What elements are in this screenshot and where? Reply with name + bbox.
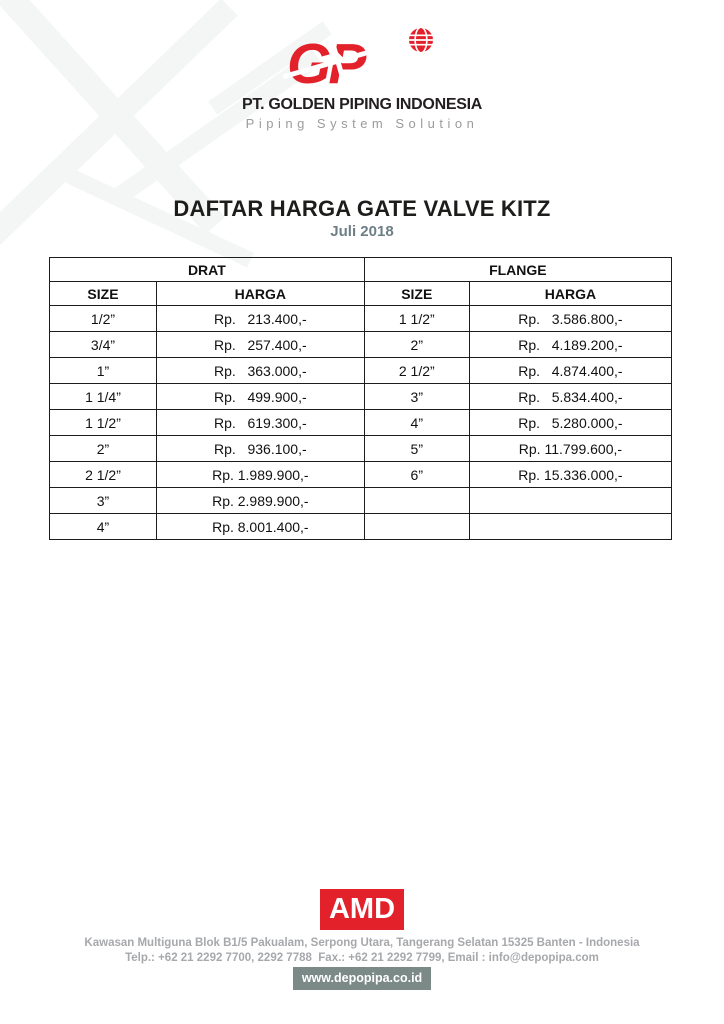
table-row: 1 1/2” Rp. 619.300,- 4” Rp. 5.280.000,- xyxy=(49,409,673,436)
price-cell xyxy=(468,487,673,514)
size-cell: 3/4” xyxy=(49,331,157,358)
table-row: 1” Rp. 363.000,- 2 1/2” Rp. 4.874.400,- xyxy=(49,357,673,384)
size-cell: 3” xyxy=(363,383,470,410)
size-cell: 1 1/2” xyxy=(49,409,157,436)
table-row: 3” Rp. 2.989.900,- xyxy=(49,487,673,514)
amd-logo-text: AMD xyxy=(328,893,396,925)
table-row: 1/2” Rp. 213.400,- 1 1/2” Rp. 3.586.800,- xyxy=(49,305,673,332)
page-subtitle: Juli 2018 xyxy=(330,223,394,240)
size-cell: 1 1/4” xyxy=(49,383,157,410)
price-cell: Rp. 4.874.400,- xyxy=(468,357,673,384)
price-cell: Rp. 213.400,- xyxy=(155,305,365,332)
footer-address: Kawasan Multiguna Blok B1/5 Pakualam, Se… xyxy=(84,937,640,949)
table-row: 3/4” Rp. 257.400,- 2” Rp. 4.189.200,- xyxy=(49,331,673,358)
group-header-drat: DRAT xyxy=(49,257,365,282)
size-cell: 2 1/2” xyxy=(363,357,470,384)
table-row: 2 1/2” Rp. 1.989.900,- 6” Rp. 15.336.000,- xyxy=(49,461,673,488)
price-cell: Rp. 499.900,- xyxy=(155,383,365,410)
price-cell: Rp. 619.300,- xyxy=(155,409,365,436)
table-row: 4” Rp. 8.001.400,- xyxy=(49,513,673,540)
size-cell: 1 1/2” xyxy=(363,305,470,332)
website-badge: www.depopipa.co.id xyxy=(292,967,432,990)
amd-logo: AMD xyxy=(320,889,404,930)
size-cell: 4” xyxy=(363,409,470,436)
table-row: 1 1/4” Rp. 499.900,- 3” Rp. 5.834.400,- xyxy=(49,383,673,410)
price-cell: Rp. 4.189.200,- xyxy=(468,331,673,358)
table-group-header-row: DRAT FLANGE xyxy=(49,257,673,282)
size-cell: 2 1/2” xyxy=(49,461,157,488)
group-header-flange: FLANGE xyxy=(363,257,673,282)
globe-icon xyxy=(407,26,435,54)
column-header-harga-drat: HARGA xyxy=(155,281,365,306)
footer-contact: Telp.: +62 21 2292 7700, 2292 7788 Fax.:… xyxy=(125,952,599,964)
size-cell: 3” xyxy=(49,487,157,514)
company-name: PT. GOLDEN PIPING INDONESIA xyxy=(242,96,482,113)
column-header-harga-flange: HARGA xyxy=(468,281,673,306)
website-badge-container: www.depopipa.co.id xyxy=(0,967,724,990)
gpi-logo: GP xyxy=(282,26,437,93)
column-header-size-flange: SIZE xyxy=(363,281,470,306)
price-cell: Rp. 15.336.000,- xyxy=(468,461,673,488)
price-table-body: 1/2” Rp. 213.400,- 1 1/2” Rp. 3.586.800,- 3/… xyxy=(49,305,673,540)
price-cell: Rp. 3.586.800,- xyxy=(468,305,673,332)
column-header-size-drat: SIZE xyxy=(49,281,157,306)
size-cell xyxy=(363,487,470,514)
size-cell: 1/2” xyxy=(49,305,157,332)
price-cell: Rp. 5.834.400,- xyxy=(468,383,673,410)
price-cell: Rp. 11.799.600,- xyxy=(468,435,673,462)
price-cell: Rp. 363.000,- xyxy=(155,357,365,384)
price-cell: Rp. 257.400,- xyxy=(155,331,365,358)
price-table: DRAT FLANGE SIZE HARGA SIZE HARGA 1/2” Rp… xyxy=(49,257,673,540)
page-title: DAFTAR HARGA GATE VALVE KITZ xyxy=(173,196,551,221)
size-cell: 1” xyxy=(49,357,157,384)
price-cell: Rp. 5.280.000,- xyxy=(468,409,673,436)
price-cell: Rp. 936.100,- xyxy=(155,435,365,462)
price-cell xyxy=(468,513,673,540)
size-cell: 2” xyxy=(363,331,470,358)
table-column-header-row: SIZE HARGA SIZE HARGA xyxy=(49,281,673,306)
size-cell xyxy=(363,513,470,540)
price-cell: Rp. 8.001.400,- xyxy=(155,513,365,540)
size-cell: 2” xyxy=(49,435,157,462)
size-cell: 5” xyxy=(363,435,470,462)
price-cell: Rp. 1.989.900,- xyxy=(155,461,365,488)
table-row: 2” Rp. 936.100,- 5” Rp. 11.799.600,- xyxy=(49,435,673,462)
size-cell: 4” xyxy=(49,513,157,540)
size-cell: 6” xyxy=(363,461,470,488)
price-cell: Rp. 2.989.900,- xyxy=(155,487,365,514)
company-tagline: Piping System Solution xyxy=(245,116,479,131)
